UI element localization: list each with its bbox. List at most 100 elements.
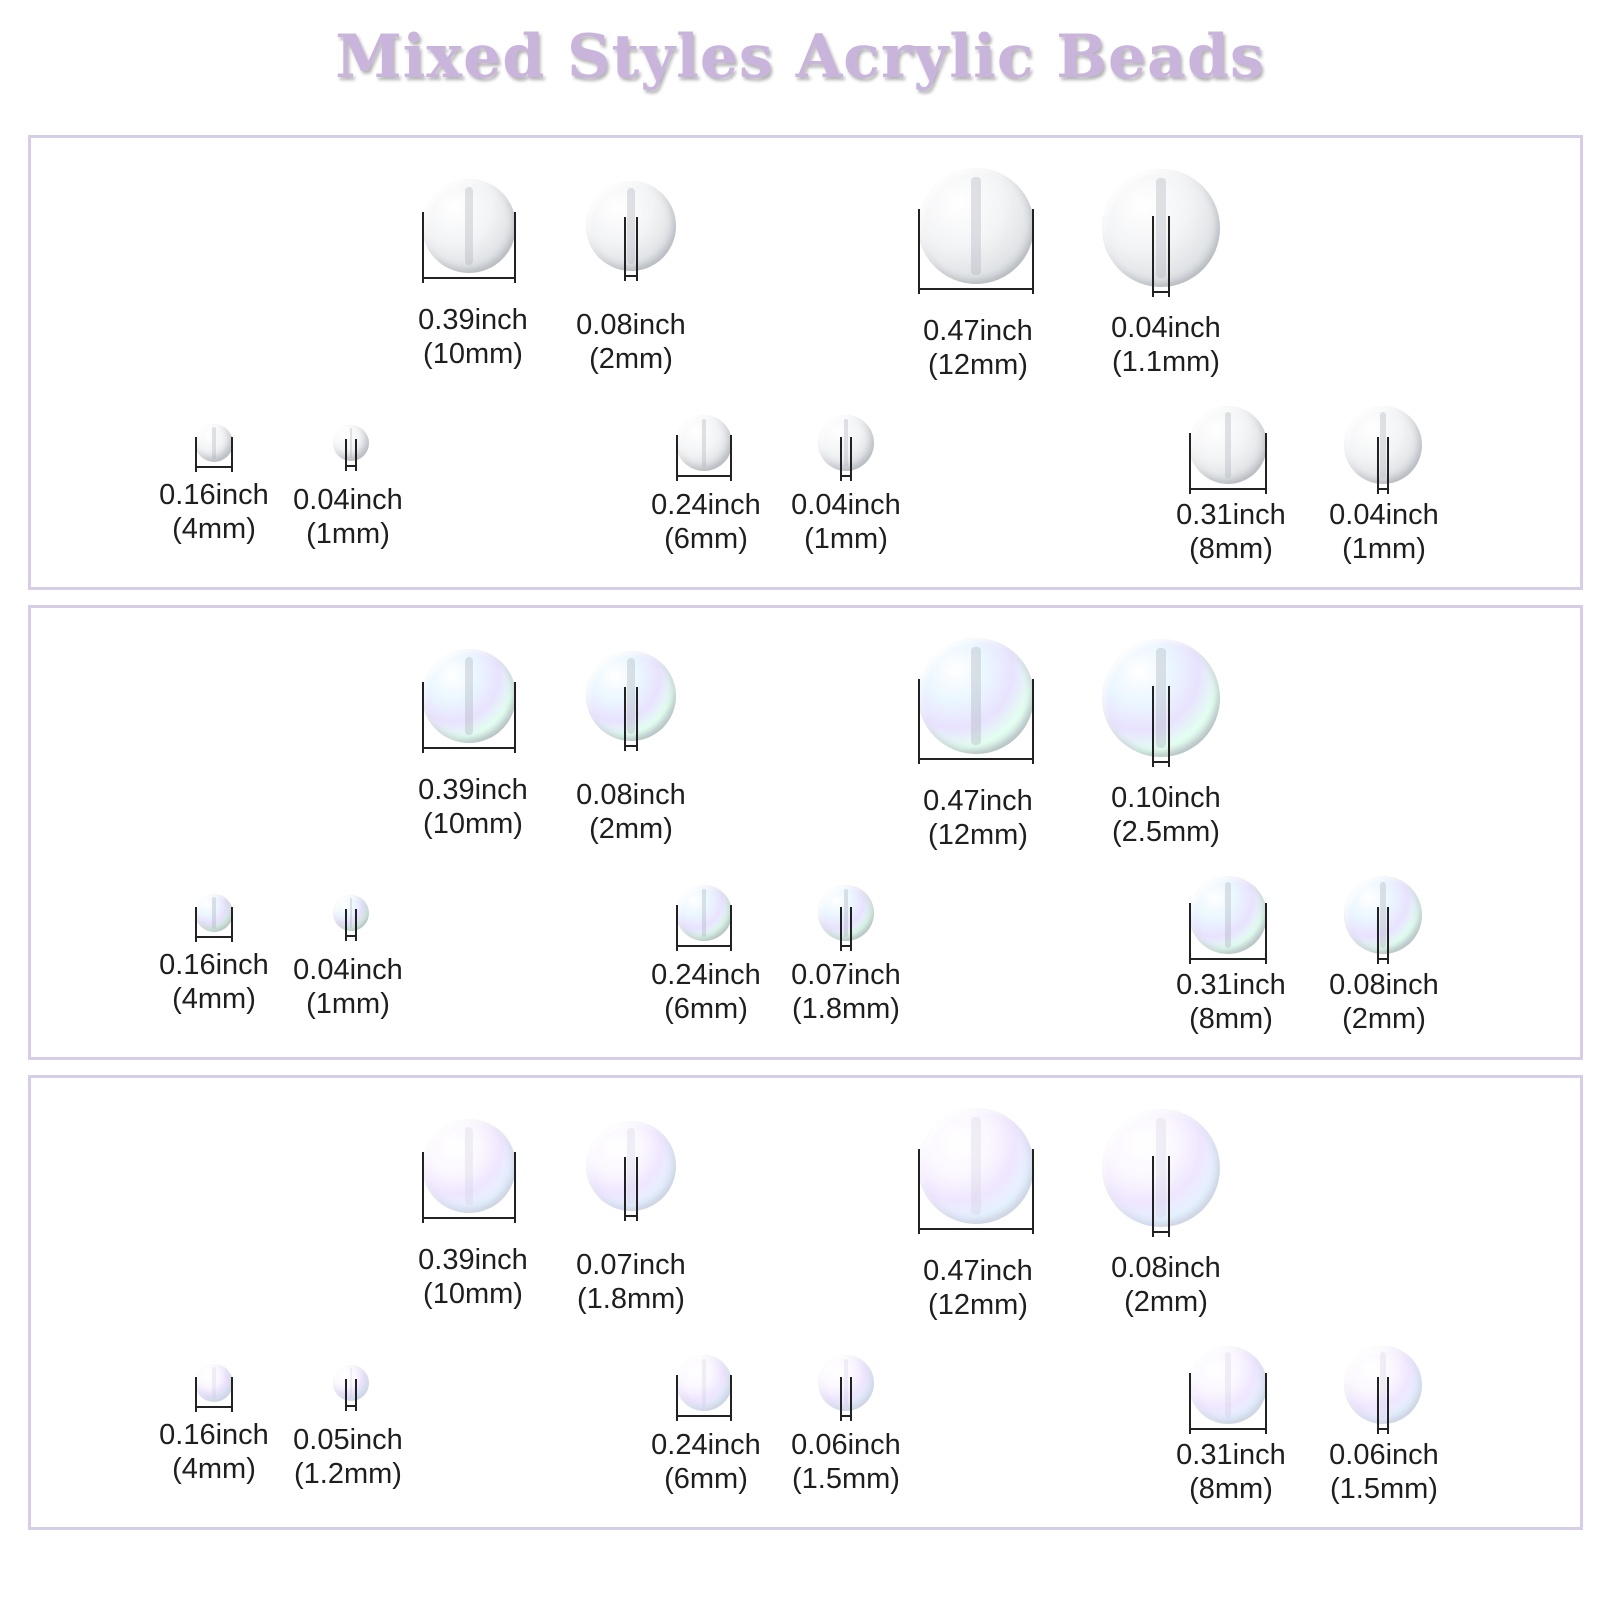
measure-line (623, 1215, 639, 1217)
measure-line (850, 1377, 852, 1421)
measure-line (730, 904, 732, 951)
size-label: 0.05inch (1.2mm) (273, 1423, 423, 1491)
size-inch: 0.07inch (576, 1249, 686, 1281)
measure-line (1151, 1231, 1171, 1233)
measure-line (355, 439, 357, 471)
measure-line (1376, 907, 1379, 964)
size-mm: (2mm) (1124, 1286, 1208, 1318)
measure-line (623, 217, 626, 281)
bead-image (1344, 876, 1422, 954)
size-inch: 0.39inch (418, 304, 528, 336)
size-inch: 0.08inch (1329, 969, 1439, 1001)
bead-image (818, 885, 874, 941)
measure-line (840, 1415, 852, 1417)
size-label: 0.04inch (1mm) (273, 953, 423, 1021)
measure-line (1265, 903, 1267, 964)
measure-line (231, 1377, 233, 1412)
measure-line (918, 678, 920, 764)
size-label: 0.06inch (1.5mm) (771, 1428, 921, 1496)
measure-line (1032, 1148, 1034, 1234)
size-label: 0.04inch (1mm) (771, 488, 921, 556)
bead-image (422, 179, 516, 273)
size-label: 0.47inch (12mm) (903, 784, 1053, 852)
bead-image (918, 638, 1034, 754)
bead-image (818, 1355, 874, 1411)
measure-line (231, 437, 233, 472)
measure-line (1189, 1428, 1267, 1430)
measure-line (676, 475, 732, 477)
measure-line (730, 434, 732, 481)
size-label: 0.10inch (2.5mm) (1091, 781, 1241, 849)
measure-line (1189, 958, 1267, 960)
measure-line (1189, 1373, 1191, 1434)
measure-line (1189, 488, 1267, 490)
size-label: 0.08inch (2mm) (1091, 1251, 1241, 1319)
measure-line (422, 681, 424, 753)
size-inch: 0.47inch (923, 785, 1033, 817)
size-mm: (10mm) (423, 338, 523, 370)
measure-line (840, 907, 842, 951)
size-label: 0.47inch (12mm) (903, 1254, 1053, 1322)
measure-line (355, 909, 357, 941)
size-label: 0.31inch (8mm) (1156, 498, 1306, 566)
measure-line (1151, 686, 1154, 767)
size-mm: (1.8mm) (792, 993, 900, 1025)
size-inch: 0.16inch (159, 949, 269, 981)
measure-line (636, 1157, 639, 1221)
measure-line (514, 681, 516, 753)
size-label: 0.06inch (1.5mm) (1309, 1438, 1459, 1506)
measure-line (345, 935, 357, 937)
size-mm: (1mm) (306, 518, 390, 550)
bead-image (1102, 639, 1220, 757)
measure-line (1265, 433, 1267, 494)
size-mm: (1.1mm) (1112, 346, 1220, 378)
measure-line (1151, 216, 1154, 297)
size-label: 0.16inch (4mm) (139, 948, 289, 1016)
bead-image (586, 1121, 676, 1211)
measure-line (1376, 1377, 1379, 1434)
measure-line (840, 437, 842, 481)
bead-panel-transparent: 0.39inch (10mm) 0.08inch (2mm) 0.47inch (12mm… (28, 135, 1583, 590)
size-mm: (10mm) (423, 808, 523, 840)
bead-image (918, 1108, 1034, 1224)
measure-line (636, 687, 639, 751)
measure-line (1376, 437, 1379, 494)
bead-image (1189, 1346, 1267, 1424)
page-title: Mixed Styles Acrylic Beads (335, 22, 1265, 92)
size-inch: 0.07inch (791, 959, 901, 991)
size-inch: 0.06inch (1329, 1439, 1439, 1471)
measure-line (918, 208, 920, 294)
size-mm: (2mm) (1342, 1003, 1426, 1035)
size-inch: 0.10inch (1111, 782, 1221, 814)
size-mm: (1.8mm) (577, 1283, 685, 1315)
measure-line (850, 437, 852, 481)
measure-line (1151, 761, 1171, 763)
size-mm: (12mm) (928, 819, 1028, 851)
measure-line (1387, 907, 1390, 964)
measure-line (840, 475, 852, 477)
size-inch: 0.04inch (1329, 499, 1439, 531)
measure-line (345, 1405, 357, 1407)
size-inch: 0.08inch (576, 309, 686, 341)
size-label: 0.07inch (1.8mm) (771, 958, 921, 1026)
measure-line (1032, 678, 1034, 764)
size-label: 0.31inch (8mm) (1156, 1438, 1306, 1506)
size-inch: 0.24inch (651, 1429, 761, 1461)
size-label: 0.24inch (6mm) (631, 1428, 781, 1496)
bead-image (422, 1119, 516, 1213)
size-label: 0.08inch (2mm) (556, 308, 706, 376)
bead-image (422, 649, 516, 743)
size-mm: (2.5mm) (1112, 816, 1220, 848)
size-label: 0.04inch (1.1mm) (1091, 311, 1241, 379)
measure-line (345, 909, 347, 941)
measure-line (1376, 958, 1390, 960)
bead-image (676, 415, 732, 471)
size-inch: 0.04inch (293, 484, 403, 516)
bead-image (1102, 1109, 1220, 1227)
measure-line (1189, 903, 1191, 964)
bead-image (676, 1355, 732, 1411)
measure-line (422, 1151, 424, 1223)
size-label: 0.07inch (1.8mm) (556, 1248, 706, 1316)
size-inch: 0.04inch (791, 489, 901, 521)
size-label: 0.24inch (6mm) (631, 958, 781, 1026)
